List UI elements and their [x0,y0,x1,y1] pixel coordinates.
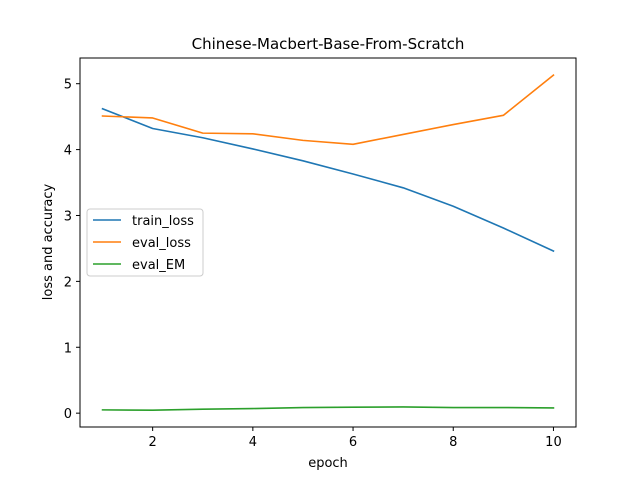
legend: train_loss eval_loss eval_EM [86,208,204,277]
y-tick-label: 2 [64,275,72,290]
x-tick-label: 2 [149,435,157,450]
x-tick-label: 4 [249,435,257,450]
series-line-eval-EM [101,406,555,412]
x-axis-label: epoch [308,456,348,471]
x-tick-label: 6 [349,435,357,450]
x-tick-label: 10 [545,435,562,450]
y-tick-label: 5 [64,78,72,93]
legend-label-eval-loss: eval_loss [132,236,191,251]
legend-label-train-loss: train_loss [132,214,194,229]
axis-ticks: 2 4 6 8 10 0 1 2 3 4 5 [64,78,562,450]
series-line-train-loss [101,107,555,253]
plot-area [101,74,555,412]
axes-frame [79,57,577,428]
y-tick-label: 4 [64,144,72,159]
y-tick-label: 1 [64,341,72,356]
legend-box [86,208,204,277]
x-tick-label: 8 [449,435,457,450]
y-tick-label: 3 [64,209,72,224]
legend-label-eval-EM: eval_EM [132,258,185,273]
series-line-eval-loss [101,74,555,146]
y-axis-label: loss and accuracy [41,183,56,300]
y-tick-label: 0 [64,407,72,422]
chart-title: Chinese-Macbert-Base-From-Scratch [192,35,465,53]
